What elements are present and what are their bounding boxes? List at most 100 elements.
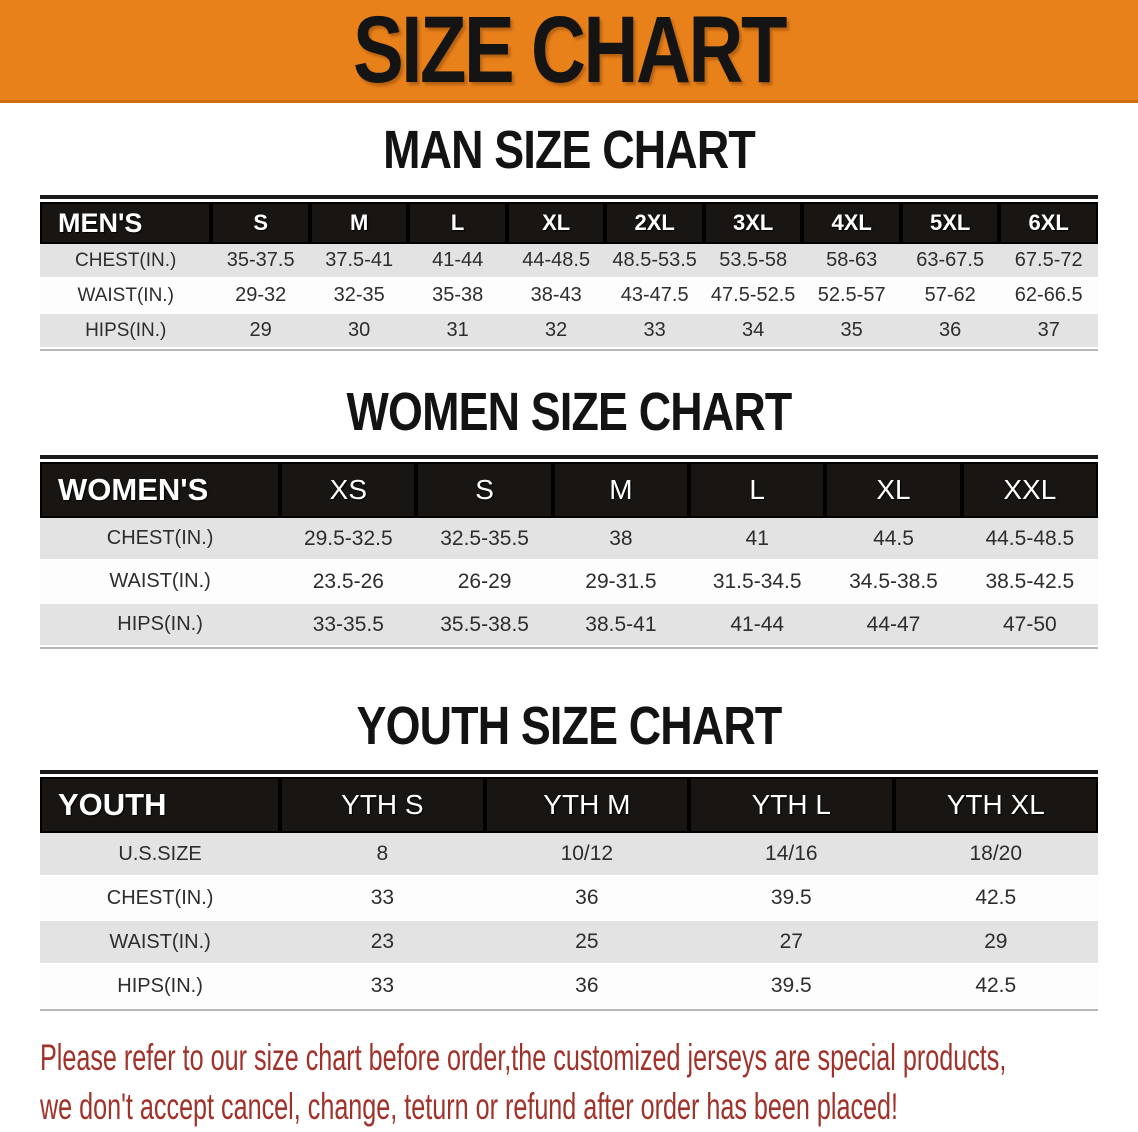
measure-value: 33 [280, 964, 485, 1009]
measure-value: 29 [211, 313, 310, 349]
measure-value: 42.5 [893, 964, 1098, 1009]
measure-value: 48.5-53.5 [605, 244, 704, 279]
size-header-row: WOMEN'S XS S M L XL XXL [40, 462, 1098, 518]
measure-label: WAIST(IN.) [40, 560, 281, 604]
measure-value: 29.5-32.5 [280, 518, 417, 561]
size-column-header: 5XL [900, 202, 1000, 244]
measure-value: 38-43 [506, 278, 606, 314]
men-table-wrap: MEN'S S M L XL 2XL 3XL 4XL 5XL 6XL CHEST(IN.) 35-37… [40, 195, 1098, 349]
measure-value: 41-44 [408, 244, 507, 279]
measure-value: 34.5-38.5 [825, 560, 962, 604]
size-column-header: M [309, 202, 409, 244]
measure-row: WAIST(IN.) 29-32 32-35 35-38 38-43 43-47.5 47.… [40, 278, 1098, 314]
size-header-row: MEN'S S M L XL 2XL 3XL 4XL 5XL 6XL [40, 202, 1098, 244]
disclaimer: Please refer to our size chart before or… [40, 1033, 1138, 1131]
measure-label: CHEST(IN.) [40, 876, 281, 921]
measure-value: 62-66.5 [999, 278, 1098, 314]
measure-value: 31 [408, 313, 507, 349]
measure-value: 52.5-57 [802, 278, 901, 314]
disclaimer-line-1: Please refer to our size chart before or… [40, 1037, 1007, 1078]
size-column-header: YTH S [280, 777, 485, 833]
measure-value: 18/20 [893, 833, 1098, 877]
measure-value: 36 [900, 313, 1000, 349]
size-column-header: YTH XL [893, 777, 1098, 833]
measure-value: 63-67.5 [900, 244, 1000, 279]
table-category-label: MEN'S [40, 202, 212, 244]
measure-value: 44-47 [825, 603, 962, 647]
measure-value: 10/12 [484, 833, 690, 877]
measure-label: HIPS(IN.) [40, 313, 212, 349]
measure-row: HIPS(IN.) 33 36 39.5 42.5 [40, 964, 1098, 1009]
measure-value: 37 [999, 313, 1098, 349]
measure-value: 30 [309, 313, 409, 349]
measure-row: WAIST(IN.) 23.5-26 26-29 29-31.5 31.5-34.5 34… [40, 560, 1098, 604]
measure-value: 32 [506, 313, 606, 349]
measure-value: 23.5-26 [280, 560, 417, 604]
measure-value: 38.5-41 [552, 603, 690, 647]
disclaimer-line-2: we don't accept cancel, change, teturn o… [40, 1086, 899, 1127]
size-column-header: 6XL [999, 202, 1098, 244]
measure-value: 29 [893, 920, 1098, 965]
measure-row: CHEST(IN.) 29.5-32.5 32.5-35.5 38 41 44.5 44.5… [40, 518, 1098, 561]
measure-value: 47.5-52.5 [703, 278, 803, 314]
measure-value: 38.5-42.5 [961, 560, 1098, 604]
measure-label: U.S.SIZE [40, 833, 281, 877]
measure-value: 27 [689, 920, 894, 965]
size-header-row: YOUTH YTH S YTH M YTH L YTH XL [40, 777, 1098, 833]
banner-title: SIZE CHART [353, 0, 787, 103]
measure-value: 29-32 [211, 278, 310, 314]
measure-value: 57-62 [900, 278, 1000, 314]
measure-value: 41-44 [689, 603, 826, 647]
measure-value: 47-50 [961, 603, 1098, 647]
women-section-heading: WOMEN SIZE CHART [346, 382, 793, 442]
measure-value: 26-29 [416, 560, 553, 604]
measure-value: 23 [280, 920, 485, 965]
measure-value: 34 [703, 313, 803, 349]
measure-value: 33 [280, 876, 485, 921]
size-column-header: YTH L [689, 777, 894, 833]
measure-row: HIPS(IN.) 29 30 31 32 33 34 35 36 37 [40, 313, 1098, 349]
measure-value: 32.5-35.5 [416, 518, 553, 561]
measure-value: 33-35.5 [280, 603, 417, 647]
measure-value: 25 [484, 920, 690, 965]
measure-value: 8 [280, 833, 485, 877]
measure-value: 44-48.5 [506, 244, 606, 279]
measure-value: 35.5-38.5 [416, 603, 553, 647]
size-column-header: L [408, 202, 507, 244]
measure-value: 14/16 [689, 833, 894, 877]
measure-row: CHEST(IN.) 33 36 39.5 42.5 [40, 876, 1098, 921]
banner: SIZE CHART [0, 0, 1138, 103]
measure-value: 58-63 [802, 244, 901, 279]
men-table-top-rule [40, 195, 1098, 199]
size-column-header: XS [280, 462, 417, 518]
men-size-table: MEN'S S M L XL 2XL 3XL 4XL 5XL 6XL CHEST(IN.) 35-37… [40, 202, 1098, 349]
size-column-header: XL [825, 462, 962, 518]
size-column-header: S [211, 202, 310, 244]
measure-row: CHEST(IN.) 35-37.5 37.5-41 41-44 44-48.5 48.5… [40, 244, 1098, 279]
measure-value: 44.5 [825, 518, 962, 561]
measure-value: 35-38 [408, 278, 507, 314]
size-column-header: XXL [961, 462, 1098, 518]
measure-row: WAIST(IN.) 23 25 27 29 [40, 920, 1098, 965]
measure-label: WAIST(IN.) [40, 278, 212, 314]
measure-value: 38 [552, 518, 690, 561]
measure-value: 43-47.5 [605, 278, 704, 314]
measure-label: CHEST(IN.) [40, 518, 281, 561]
measure-value: 35 [802, 313, 901, 349]
measure-value: 42.5 [893, 876, 1098, 921]
women-table-wrap: WOMEN'S XS S M L XL XXL CHEST(IN.) 29.5-32.5 32.5… [40, 455, 1098, 647]
table-category-label: WOMEN'S [40, 462, 281, 518]
size-column-header: 2XL [605, 202, 704, 244]
measure-label: CHEST(IN.) [40, 244, 212, 279]
measure-row: HIPS(IN.) 33-35.5 35.5-38.5 38.5-41 41-44 44-… [40, 603, 1098, 647]
size-column-header: M [552, 462, 690, 518]
measure-value: 53.5-58 [703, 244, 803, 279]
size-column-header: S [416, 462, 553, 518]
measure-value: 29-31.5 [552, 560, 690, 604]
table-category-label: YOUTH [40, 777, 281, 833]
women-table-top-rule [40, 455, 1098, 459]
measure-label: WAIST(IN.) [40, 920, 281, 965]
measure-value: 32-35 [309, 278, 409, 314]
size-column-header: 3XL [703, 202, 803, 244]
